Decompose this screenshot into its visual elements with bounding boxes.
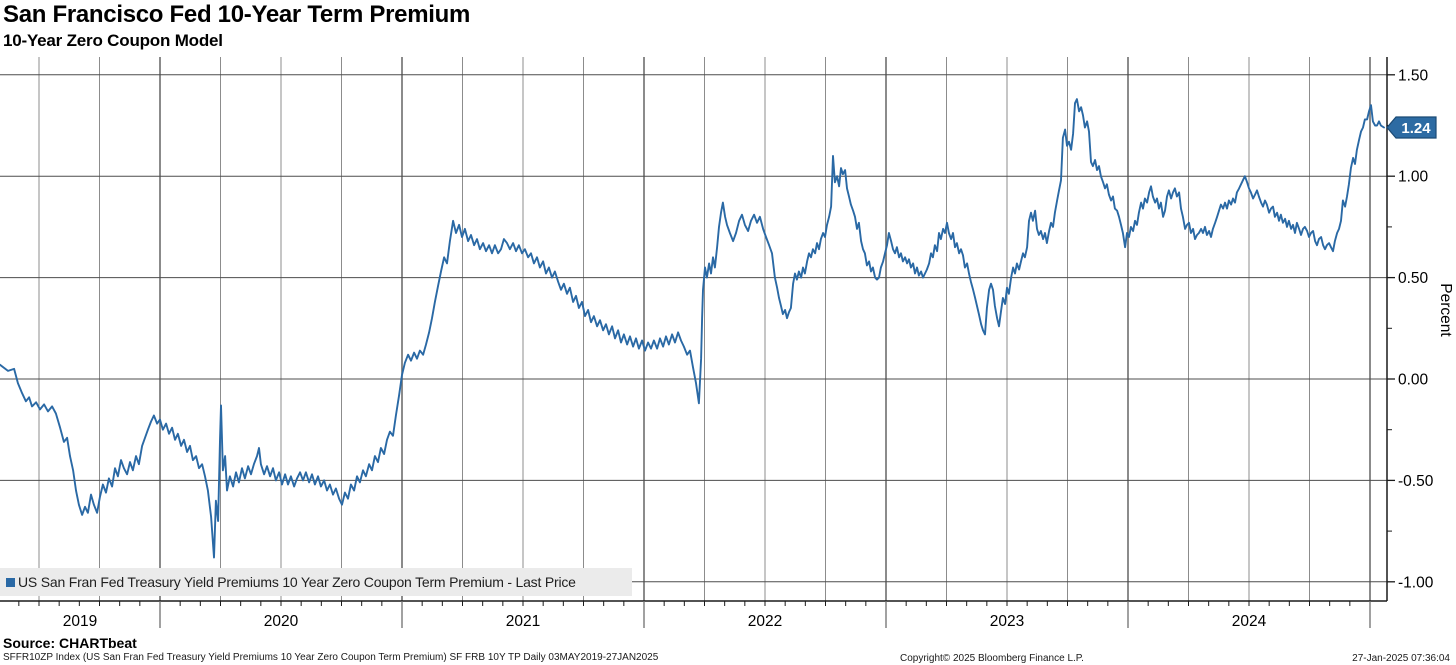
y-axis-tick-label: 0.50 <box>1398 270 1429 287</box>
price-line <box>0 98 1385 559</box>
page-title: San Francisco Fed 10-Year Term Premium <box>3 1 471 28</box>
series-swatch-icon <box>6 577 15 587</box>
source-attribution: Source: CHARTbeat <box>3 635 137 651</box>
series-legend-label: US San Fran Fed Treasury Yield Premiums … <box>18 574 576 590</box>
y-axis-tick-label: 1.00 <box>1398 169 1429 186</box>
chart-subtitle: 10-Year Zero Coupon Model <box>3 31 223 50</box>
y-axis-tick-label: -0.50 <box>1398 473 1434 490</box>
y-axis-tick-label: 1.50 <box>1398 67 1429 84</box>
x-axis-year-label: 2023 <box>990 613 1024 630</box>
last-price-badge-value: 1.24 <box>1401 120 1431 137</box>
x-axis-year-label: 2022 <box>748 613 782 630</box>
y-axis-unit-label: Percent <box>1437 283 1454 337</box>
x-axis-year-label: 2021 <box>506 613 540 630</box>
render-timestamp: 27-Jan-2025 07:36:04 <box>1352 653 1450 664</box>
y-axis-tick-label: -1.00 <box>1398 574 1434 591</box>
last-price-badge <box>1386 116 1437 139</box>
x-axis-year-label: 2019 <box>63 613 97 630</box>
x-axis-year-label: 2024 <box>1232 613 1267 630</box>
copyright-notice: Copyright© 2025 Bloomberg Finance L.P. <box>900 653 1084 664</box>
x-axis-year-label: 2020 <box>264 613 299 630</box>
chart-legend: US San Fran Fed Treasury Yield Premiums … <box>0 568 632 596</box>
ticker-meta-line: SFFR10ZP Index (US San Fran Fed Treasury… <box>3 652 659 663</box>
y-axis-tick-label: 0.00 <box>1398 372 1429 389</box>
